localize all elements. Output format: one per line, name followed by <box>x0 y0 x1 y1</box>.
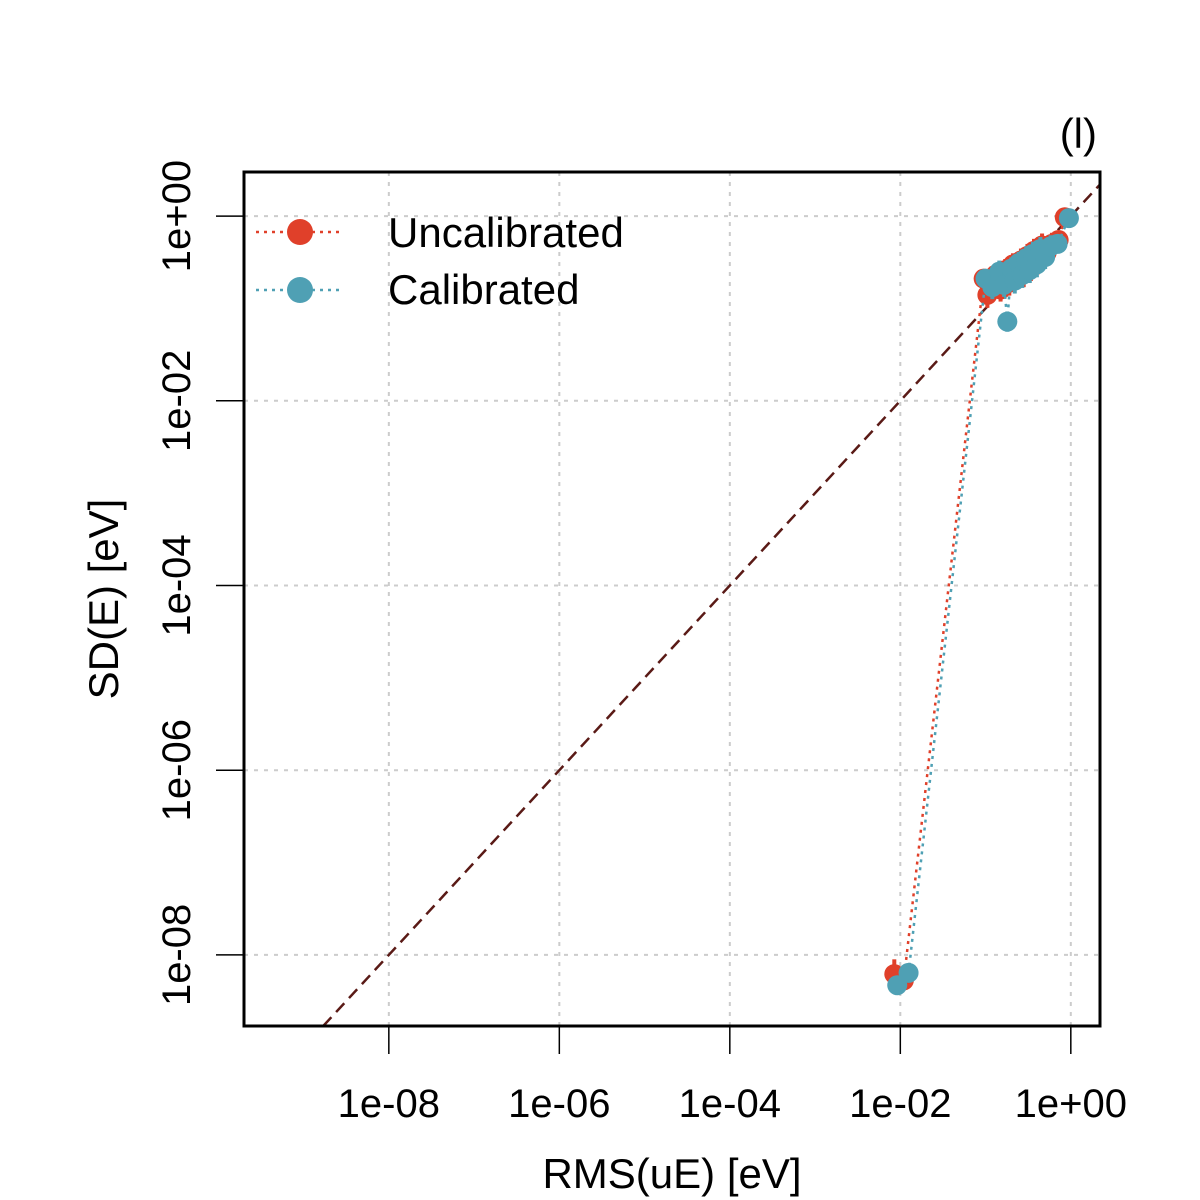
data-point <box>898 962 919 983</box>
legend-swatch-marker-uncalibrated <box>287 219 313 245</box>
data-point <box>997 311 1018 332</box>
plot-frame <box>242 170 1102 1028</box>
legend-label-uncalibrated: Uncalibrated <box>388 209 624 256</box>
series-layer <box>884 207 1079 996</box>
y-tick-label-0: 1e-08 <box>155 904 199 1006</box>
y-tick-label-1: 1e-06 <box>155 719 199 821</box>
y-axis-label: SD(E) [eV] <box>80 499 127 700</box>
y-axis: 1e-08 1e-06 1e-04 1e-02 1e+00 <box>155 160 244 1006</box>
y-tick-label-2: 1e-04 <box>155 534 199 636</box>
series-calibrated <box>887 208 1079 996</box>
x-axis-label: RMS(uE) [eV] <box>542 1150 801 1197</box>
panel-label: (l) <box>1060 110 1097 157</box>
x-tick-label-2: 1e-04 <box>679 1082 781 1126</box>
data-point <box>1058 208 1079 229</box>
data-point <box>1047 233 1068 254</box>
legend: Uncalibrated Calibrated <box>256 209 624 313</box>
identity-line-layer <box>322 183 1101 1027</box>
grid <box>244 172 1100 1026</box>
x-tick-label-4: 1e+00 <box>1015 1082 1127 1126</box>
y-tick-label-3: 1e-02 <box>155 350 199 452</box>
legend-label-calibrated: Calibrated <box>388 266 579 313</box>
legend-swatch-marker-calibrated <box>287 277 313 303</box>
y-tick-label-4: 1e+00 <box>155 160 199 272</box>
x-axis: 1e-08 1e-06 1e-04 1e-02 1e+00 <box>338 1026 1127 1126</box>
x-tick-label-0: 1e-08 <box>338 1082 440 1126</box>
x-tick-label-1: 1e-06 <box>508 1082 610 1126</box>
x-tick-label-3: 1e-02 <box>849 1082 951 1126</box>
identity-line <box>322 183 1101 1027</box>
